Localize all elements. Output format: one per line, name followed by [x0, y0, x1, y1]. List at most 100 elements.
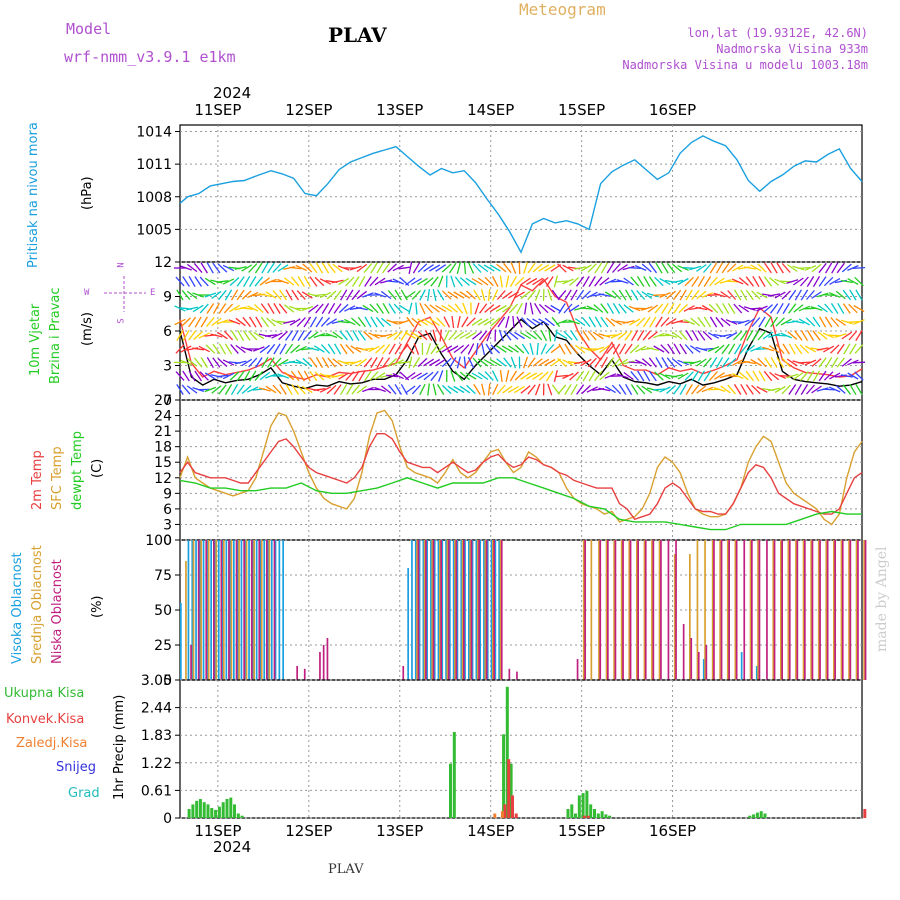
wind-direction-arrow: [836, 262, 845, 274]
wind-direction-arrow: [254, 370, 264, 382]
clouds-bar-mid_cloud: [215, 540, 218, 680]
wind-direction-arrow: [301, 305, 314, 312]
wind-direction-arrow: [594, 370, 603, 382]
wind-direction-arrow: [811, 263, 822, 273]
wind-direction-arrow: [453, 331, 465, 340]
wind-direction-arrow: [248, 263, 258, 273]
day-label-top: 15SEP: [558, 101, 605, 119]
wind-direction-arrow: [176, 289, 184, 301]
wind-direction-arrow: [313, 293, 326, 297]
wind-direction-arrow: [677, 265, 689, 271]
elevation-label: Nadmorska Visina 933m: [716, 42, 868, 56]
wind-direction-arrow: [296, 290, 306, 300]
wind-direction-arrow: [660, 317, 670, 327]
clouds-bar-low_cloud: [644, 540, 647, 680]
clouds-bar-low_cloud: [720, 540, 723, 680]
wind-direction-arrow: [459, 371, 471, 381]
clouds-bar-high_cloud: [252, 540, 254, 680]
wind-direction-arrow: [548, 329, 552, 342]
clouds-bar-mid_cloud: [260, 540, 263, 680]
wind-direction-arrow: [477, 277, 489, 286]
precip-bar-total_precip: [585, 790, 589, 818]
wind-direction-arrow: [544, 304, 556, 313]
clouds-bar-low_cloud: [849, 540, 852, 680]
wind-direction-arrow: [720, 385, 731, 394]
wind-direction-arrow: [241, 290, 252, 300]
wind-direction-arrow: [260, 303, 269, 314]
wind-direction-arrow: [411, 290, 421, 300]
wind-direction-arrow: [398, 319, 411, 325]
wind-direction-arrow: [855, 289, 863, 301]
clouds-bar-low_cloud: [682, 624, 685, 680]
wind-direction-arrow: [617, 264, 628, 272]
wind-direction-arrow: [364, 276, 372, 287]
wind-direction-arrow: [193, 262, 203, 274]
wind-direction-arrow: [823, 371, 834, 381]
wind-direction-arrow: [570, 383, 578, 396]
clouds-bar-high_cloud: [259, 540, 262, 680]
wind-direction-arrow: [611, 290, 622, 300]
wind-direction-arrow: [507, 385, 519, 394]
wind-direction-arrow: [570, 330, 578, 341]
wind-direction-arrow: [382, 302, 390, 315]
clouds-bar-mid_cloud: [795, 540, 797, 680]
clouds-bar-mid_cloud: [582, 540, 585, 680]
wind-direction-arrow: [697, 330, 706, 341]
wind-direction-arrow: [200, 262, 208, 274]
wind-direction-arrow: [217, 331, 228, 340]
wind-direction-arrow: [769, 277, 780, 286]
wind-direction-arrow: [636, 276, 645, 287]
wind-direction-arrow: [616, 279, 629, 284]
wind-direction-arrow: [696, 264, 707, 272]
wind-y-tick-label: 6: [163, 324, 172, 340]
wind-direction-arrow: [653, 332, 665, 339]
clouds-bar-mid_cloud: [484, 540, 487, 680]
wind-direction-arrow: [831, 357, 839, 368]
wind-direction-arrow: [713, 386, 726, 393]
clouds-bar-low_cloud: [228, 540, 230, 680]
wind-direction-arrow: [762, 346, 774, 352]
wind-direction-arrow: [234, 360, 247, 365]
wind-direction-arrow: [211, 385, 222, 394]
wind-direction-arrow: [496, 290, 506, 300]
clouds-bar-mid_cloud: [658, 540, 661, 680]
wind-direction-arrow: [701, 292, 714, 298]
wind-direction-arrow: [279, 343, 287, 355]
wind-direction-arrow: [586, 386, 598, 393]
clouds-bar-mid_cloud: [439, 540, 441, 680]
wind-direction-arrow: [447, 385, 459, 394]
wind-direction-arrow: [666, 262, 676, 274]
clouds-bar-high_cloud: [236, 540, 239, 680]
clouds-bar-high_cloud: [430, 540, 432, 680]
wind-direction-arrow: [520, 331, 532, 340]
wind-direction-arrow: [551, 289, 560, 301]
wind-direction-arrow: [337, 359, 350, 366]
wind-direction-arrow: [622, 360, 635, 365]
day-label-bottom: 14SEP: [467, 822, 514, 840]
wind-direction-arrow: [745, 276, 755, 287]
wind-direction-arrow: [210, 333, 223, 338]
wind-direction-arrow: [489, 358, 501, 367]
wind-direction-arrow: [463, 261, 467, 275]
wind-direction-arrow: [253, 304, 264, 313]
wind-direction-arrow: [503, 262, 512, 274]
wind-direction-arrow: [849, 383, 857, 396]
wind-direction-arrow: [295, 264, 307, 272]
wind-direction-arrow: [380, 333, 393, 338]
wind-direction-arrow: [545, 344, 555, 354]
wind-direction-arrow: [532, 277, 544, 286]
clouds-bar-mid_cloud: [848, 540, 850, 680]
wind-direction-arrow: [450, 275, 456, 288]
clouds-bar-low_cloud: [728, 540, 730, 680]
wind-direction-arrow: [733, 289, 742, 301]
wind-direction-arrow: [612, 357, 621, 368]
temp-side-label-3: dewpt Temp: [70, 430, 85, 510]
wind-direction-arrow: [562, 359, 574, 366]
day-label-bottom: 15SEP: [558, 822, 605, 840]
wind-direction-arrow: [731, 373, 744, 379]
wind-direction-arrow: [285, 330, 294, 341]
wind-direction-arrow: [212, 343, 221, 355]
wind-direction-arrow: [702, 330, 713, 341]
precip-bar-conv_precip: [582, 815, 586, 818]
wind-direction-arrow: [181, 317, 191, 327]
